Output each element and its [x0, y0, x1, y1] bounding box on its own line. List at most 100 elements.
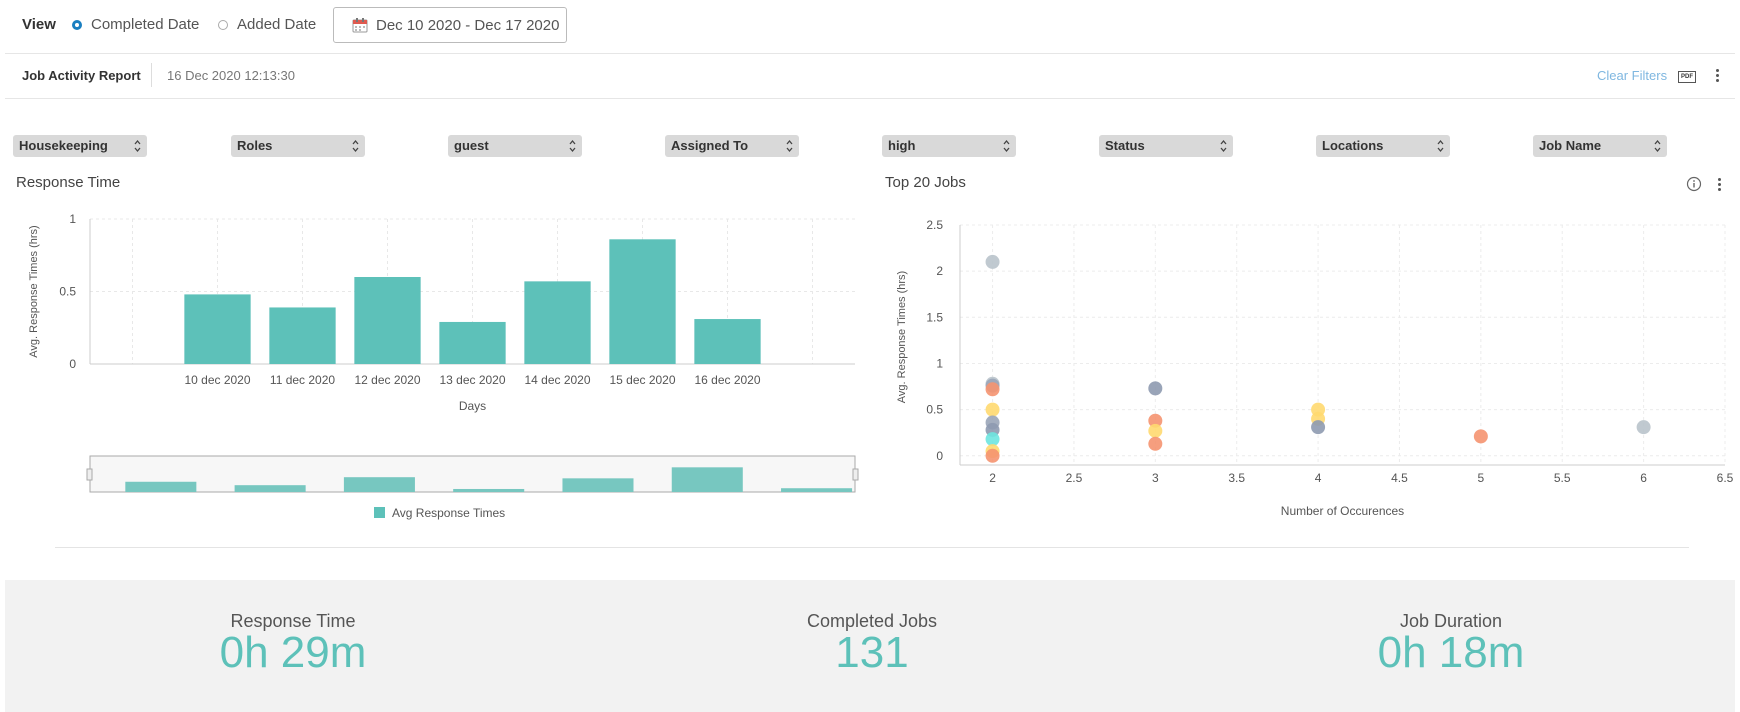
filter-dropdown-label: Housekeeping — [19, 138, 108, 153]
filter-dropdown[interactable]: Housekeeping — [13, 135, 147, 157]
scatter-point — [985, 448, 1000, 463]
y-tick-label: 2.5 — [926, 218, 943, 232]
response-time-title: Response Time — [16, 174, 121, 191]
x-tick-label: 5 — [1478, 471, 1485, 485]
filter-dropdown[interactable]: Locations — [1316, 135, 1450, 157]
y-tick-label: 0 — [69, 357, 76, 371]
range-preview-bar — [343, 477, 415, 492]
filter-dropdown-label: Assigned To — [671, 138, 749, 153]
filter-dropdown[interactable]: Roles — [231, 135, 365, 157]
kpi-value: 131 — [835, 628, 909, 677]
select-arrows-icon — [1654, 139, 1661, 153]
bar — [269, 307, 336, 364]
x-tick-label: 4 — [1315, 471, 1322, 485]
y-tick-label: 0 — [936, 449, 943, 463]
scatter-point — [1148, 436, 1163, 451]
report-menu-icon[interactable] — [1716, 69, 1720, 84]
filter-dropdown-label: high — [888, 138, 916, 153]
scatter-point — [985, 402, 1000, 417]
bar — [609, 239, 676, 364]
x-tick-label: 11 dec 2020 — [270, 373, 335, 387]
select-arrows-icon — [1003, 139, 1010, 153]
scatter-point — [1473, 429, 1488, 444]
x-tick-label: 10 dec 2020 — [184, 373, 250, 387]
range-preview-bar — [234, 485, 306, 492]
x-tick-label: 14 dec 2020 — [524, 373, 590, 387]
response-time-chart: 0 0.5 1 10 dec 2020 11 dec 2020 12 dec 2020 13… — [28, 212, 859, 520]
report-header: Job Activity Report 16 Dec 2020 12:13:30… — [5, 53, 1735, 99]
scatter-point — [1148, 413, 1163, 428]
x-tick-label: 3 — [1152, 471, 1159, 485]
filter-dropdown-label: Roles — [237, 138, 273, 153]
select-arrows-icon — [786, 139, 793, 153]
filter-dropdown[interactable]: guest — [448, 135, 582, 157]
y-tick-label: 0.5 — [59, 285, 76, 299]
top-jobs-menu-icon[interactable] — [1718, 178, 1722, 193]
y-tick-label: 1 — [936, 356, 943, 370]
report-title: Job Activity Report — [22, 68, 141, 83]
range-preview-bar — [562, 478, 634, 492]
filter-dropdown[interactable]: Assigned To — [665, 135, 799, 157]
date-range-text: Dec 10 2020 - Dec 17 2020 — [376, 16, 560, 34]
report-timestamp: 16 Dec 2020 12:13:30 — [167, 68, 295, 83]
bar — [524, 281, 591, 364]
top-jobs-title: Top 20 Jobs — [885, 174, 966, 191]
x-tick-label: 6 — [1640, 471, 1647, 485]
x-tick-label: 5.5 — [1554, 471, 1571, 485]
x-tick-label: 15 dec 2020 — [609, 373, 675, 387]
kpi-label: Response Time — [230, 611, 356, 631]
x-tick-label: 12 dec 2020 — [354, 373, 420, 387]
range-preview-bar — [671, 467, 743, 492]
select-arrows-icon — [1437, 139, 1444, 153]
legend-label: Avg Response Times — [392, 506, 505, 520]
y-tick-label: 1 — [69, 212, 76, 226]
x-tick-label: 2.5 — [1066, 471, 1083, 485]
bar — [354, 277, 421, 364]
info-icon[interactable] — [1686, 176, 1702, 192]
x-tick-label: 2 — [989, 471, 996, 485]
kpi-value: 0h 29m — [219, 628, 367, 677]
calendar-icon — [352, 18, 368, 33]
filter-dropdown-label: guest — [454, 138, 489, 153]
range-handle-right — [852, 468, 859, 481]
pdf-export-icon[interactable]: PDF — [1678, 71, 1696, 83]
range-preview-bar — [453, 488, 525, 492]
date-range-picker[interactable]: Dec 10 2020 - Dec 17 2020 — [333, 7, 567, 43]
y-axis-label: Avg. Response Times (hrs) — [896, 271, 908, 403]
x-axis-label: Number of Occurences — [1281, 504, 1404, 518]
select-arrows-icon — [569, 139, 576, 153]
x-tick-label: 16 dec 2020 — [694, 373, 760, 387]
radio-unselected-icon — [218, 19, 228, 30]
y-tick-label: 0.5 — [926, 403, 943, 417]
y-axis-label: Avg. Response Times (hrs) — [28, 225, 40, 357]
kpi-label: Job Duration — [1399, 611, 1503, 631]
kpi-band — [5, 580, 1735, 712]
scatter-point — [1148, 423, 1163, 438]
range-preview-bar — [781, 488, 853, 492]
y-tick-label: 1.5 — [926, 310, 943, 324]
radio-added-date-label: Added Date — [237, 16, 317, 33]
radio-completed-date[interactable]: Completed Date — [72, 16, 199, 33]
select-arrows-icon — [1220, 139, 1227, 153]
filter-dropdown-label: Locations — [1322, 138, 1384, 153]
scatter-point — [985, 432, 1000, 447]
bar — [184, 294, 251, 364]
filter-dropdown[interactable]: high — [882, 135, 1016, 157]
filter-dropdown[interactable]: Job Name — [1533, 135, 1667, 157]
scatter-point — [1148, 381, 1163, 396]
bar — [694, 319, 761, 364]
scatter-point — [1311, 420, 1326, 435]
kpi-value: 0h 18m — [1377, 628, 1525, 677]
select-arrows-icon — [352, 139, 359, 153]
radio-added-date[interactable]: Added Date — [218, 16, 316, 33]
kpi-label: Completed Jobs — [806, 611, 938, 631]
scatter-point — [985, 254, 1000, 269]
y-tick-label: 2 — [936, 264, 943, 278]
range-handle-left — [86, 468, 93, 481]
report-separator — [151, 63, 152, 87]
clear-filters-link[interactable]: Clear Filters — [1597, 68, 1668, 83]
filter-dropdown[interactable]: Status — [1099, 135, 1233, 157]
section-divider — [55, 547, 1689, 548]
x-tick-label: 13 dec 2020 — [439, 373, 505, 387]
view-toolbar: View Completed Date Added Date Dec 10 20… — [0, 0, 1740, 52]
